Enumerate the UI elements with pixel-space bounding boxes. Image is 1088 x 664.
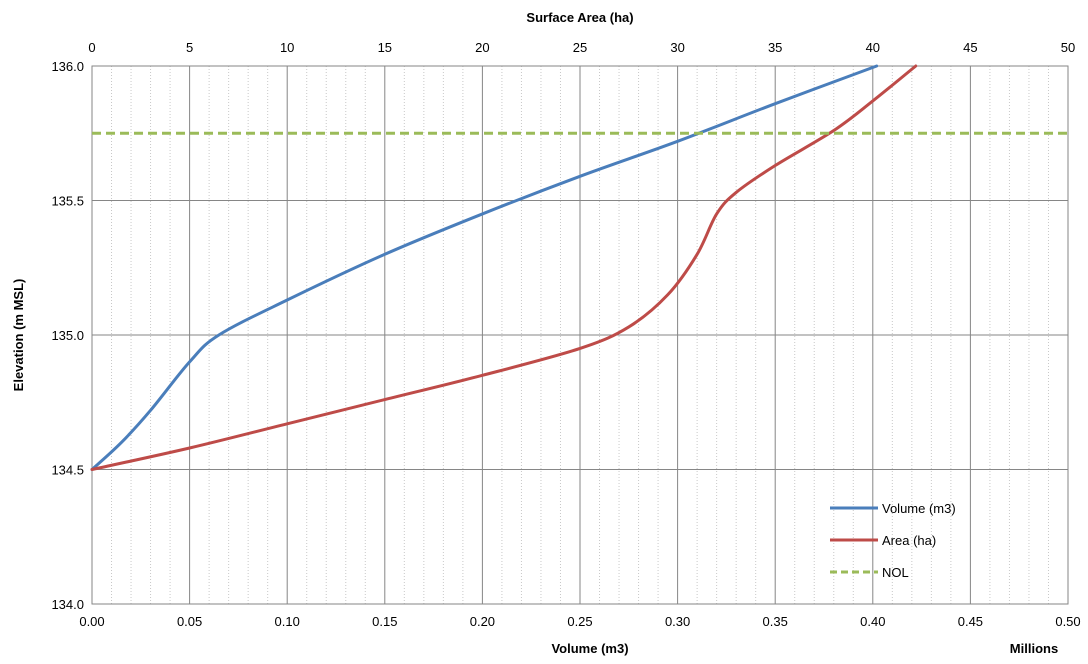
bottom-axis-tick-label: 0.00: [79, 614, 104, 629]
bottom-axis-units-note: Millions: [1010, 641, 1058, 656]
legend-item-nol: NOL: [830, 565, 909, 580]
top-axis-tick-label: 40: [866, 40, 880, 55]
legend-label-area: Area (ha): [882, 533, 936, 548]
top-axis-tick-label: 50: [1061, 40, 1075, 55]
legend-item-area: Area (ha): [830, 533, 936, 548]
bottom-axis-tick-label: 0.50: [1055, 614, 1080, 629]
bottom-axis-tick-label: 0.30: [665, 614, 690, 629]
bottom-axis-tick-label: 0.20: [470, 614, 495, 629]
y-axis-tick-label: 134.5: [51, 463, 84, 478]
top-axis-tick-label: 30: [670, 40, 684, 55]
top-axis-tick-label: 10: [280, 40, 294, 55]
tick-labels: 0 5 10 15 20 25 30 35 40 45 50 0.00 0.05 0.10 0.15 0.20…: [51, 40, 1080, 629]
bottom-axis-title: Volume (m3): [551, 641, 628, 656]
series-layer: [90, 64, 1068, 471]
top-axis-tick-label: 5: [186, 40, 193, 55]
plot-area-border: [91, 65, 1069, 605]
legend-label-volume: Volume (m3): [882, 501, 956, 516]
bottom-axis-tick-label: 0.25: [567, 614, 592, 629]
bottom-axis-tick-label: 0.15: [372, 614, 397, 629]
y-axis-tick-label: 136.0: [51, 59, 84, 74]
legend-item-volume: Volume (m3): [830, 501, 956, 516]
series-line-volume: [90, 64, 879, 471]
y-axis-tick-label: 134.0: [51, 597, 84, 612]
series-line-area: [90, 64, 918, 471]
bottom-axis-tick-label: 0.35: [763, 614, 788, 629]
top-axis-tick-label: 15: [378, 40, 392, 55]
bottom-axis-tick-label: 0.45: [958, 614, 983, 629]
top-axis-tick-label: 45: [963, 40, 977, 55]
top-axis-title: Surface Area (ha): [526, 10, 633, 25]
bottom-axis-tick-label: 0.40: [860, 614, 885, 629]
y-axis-tick-label: 135.0: [51, 328, 84, 343]
y-axis-tick-label: 135.5: [51, 194, 84, 209]
top-axis-tick-label: 35: [768, 40, 782, 55]
bottom-axis-tick-label: 0.05: [177, 614, 202, 629]
legend: Volume (m3) Area (ha) NOL: [830, 501, 956, 580]
top-axis-tick-label: 20: [475, 40, 489, 55]
top-axis-tick-label: 0: [88, 40, 95, 55]
top-axis-tick-label: 25: [573, 40, 587, 55]
bottom-axis-tick-label: 0.10: [275, 614, 300, 629]
y-axis-title: Elevation (m MSL): [11, 279, 26, 392]
legend-label-nol: NOL: [882, 565, 909, 580]
